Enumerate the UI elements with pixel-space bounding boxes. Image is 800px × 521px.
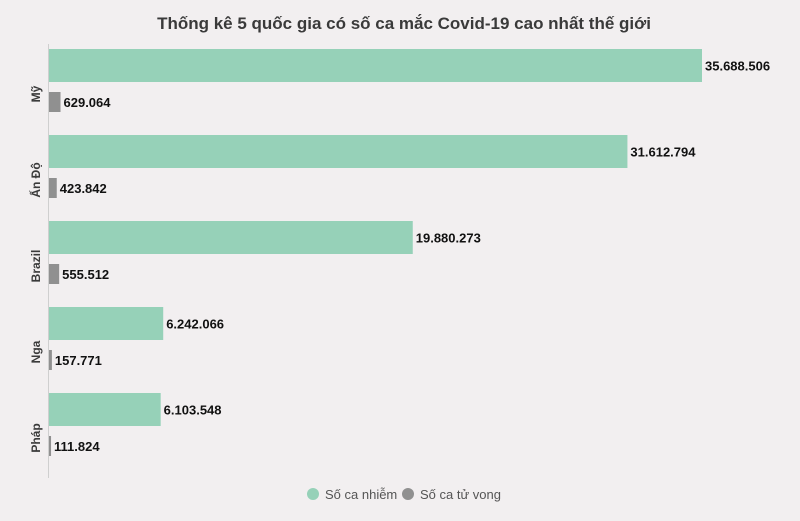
- category-label-1: Ấn Độ: [28, 162, 43, 197]
- data-label-deaths-1: 423.842: [60, 181, 107, 196]
- data-label-deaths-3: 157.771: [55, 353, 102, 368]
- plot-area: 35.688.506 629.064 Mỹ 31.612.794 423.842 Ấn Đ…: [28, 44, 770, 478]
- data-label-deaths-4: 111.824: [54, 439, 100, 454]
- category-label-3: Nga: [29, 340, 43, 363]
- bar-deaths-1: [49, 178, 57, 198]
- bar-deaths-2: [49, 264, 60, 284]
- category-label-4: Pháp: [29, 423, 43, 452]
- chart-title: Thống kê 5 quốc gia có số ca mắc Covid-1…: [157, 14, 651, 33]
- bar-cases-0: [49, 49, 702, 82]
- bar-deaths-4: [49, 436, 52, 456]
- data-label-cases-1: 31.612.794: [630, 145, 696, 160]
- data-label-cases-3: 6.242.066: [166, 317, 224, 332]
- bar-deaths-3: [49, 350, 52, 370]
- category-label-2: Brazil: [29, 250, 43, 283]
- bar-cases-3: [49, 307, 164, 340]
- bar-cases-2: [49, 221, 413, 254]
- legend: Số ca nhiễm Số ca tử vong: [307, 487, 501, 502]
- bar-cases-1: [49, 135, 628, 168]
- data-label-deaths-2: 555.512: [62, 267, 109, 282]
- legend-label-cases: Số ca nhiễm: [325, 487, 397, 502]
- data-label-cases-0: 35.688.506: [705, 59, 770, 74]
- legend-marker-cases: [307, 488, 319, 500]
- data-label-cases-2: 19.880.273: [416, 231, 481, 246]
- bar-deaths-0: [49, 92, 61, 112]
- legend-label-deaths: Số ca tử vong: [420, 487, 501, 502]
- category-label-0: Mỹ: [29, 85, 43, 102]
- bar-cases-4: [49, 393, 161, 426]
- data-label-deaths-0: 629.064: [64, 95, 112, 110]
- legend-marker-deaths: [402, 488, 414, 500]
- data-label-cases-4: 6.103.548: [164, 403, 222, 418]
